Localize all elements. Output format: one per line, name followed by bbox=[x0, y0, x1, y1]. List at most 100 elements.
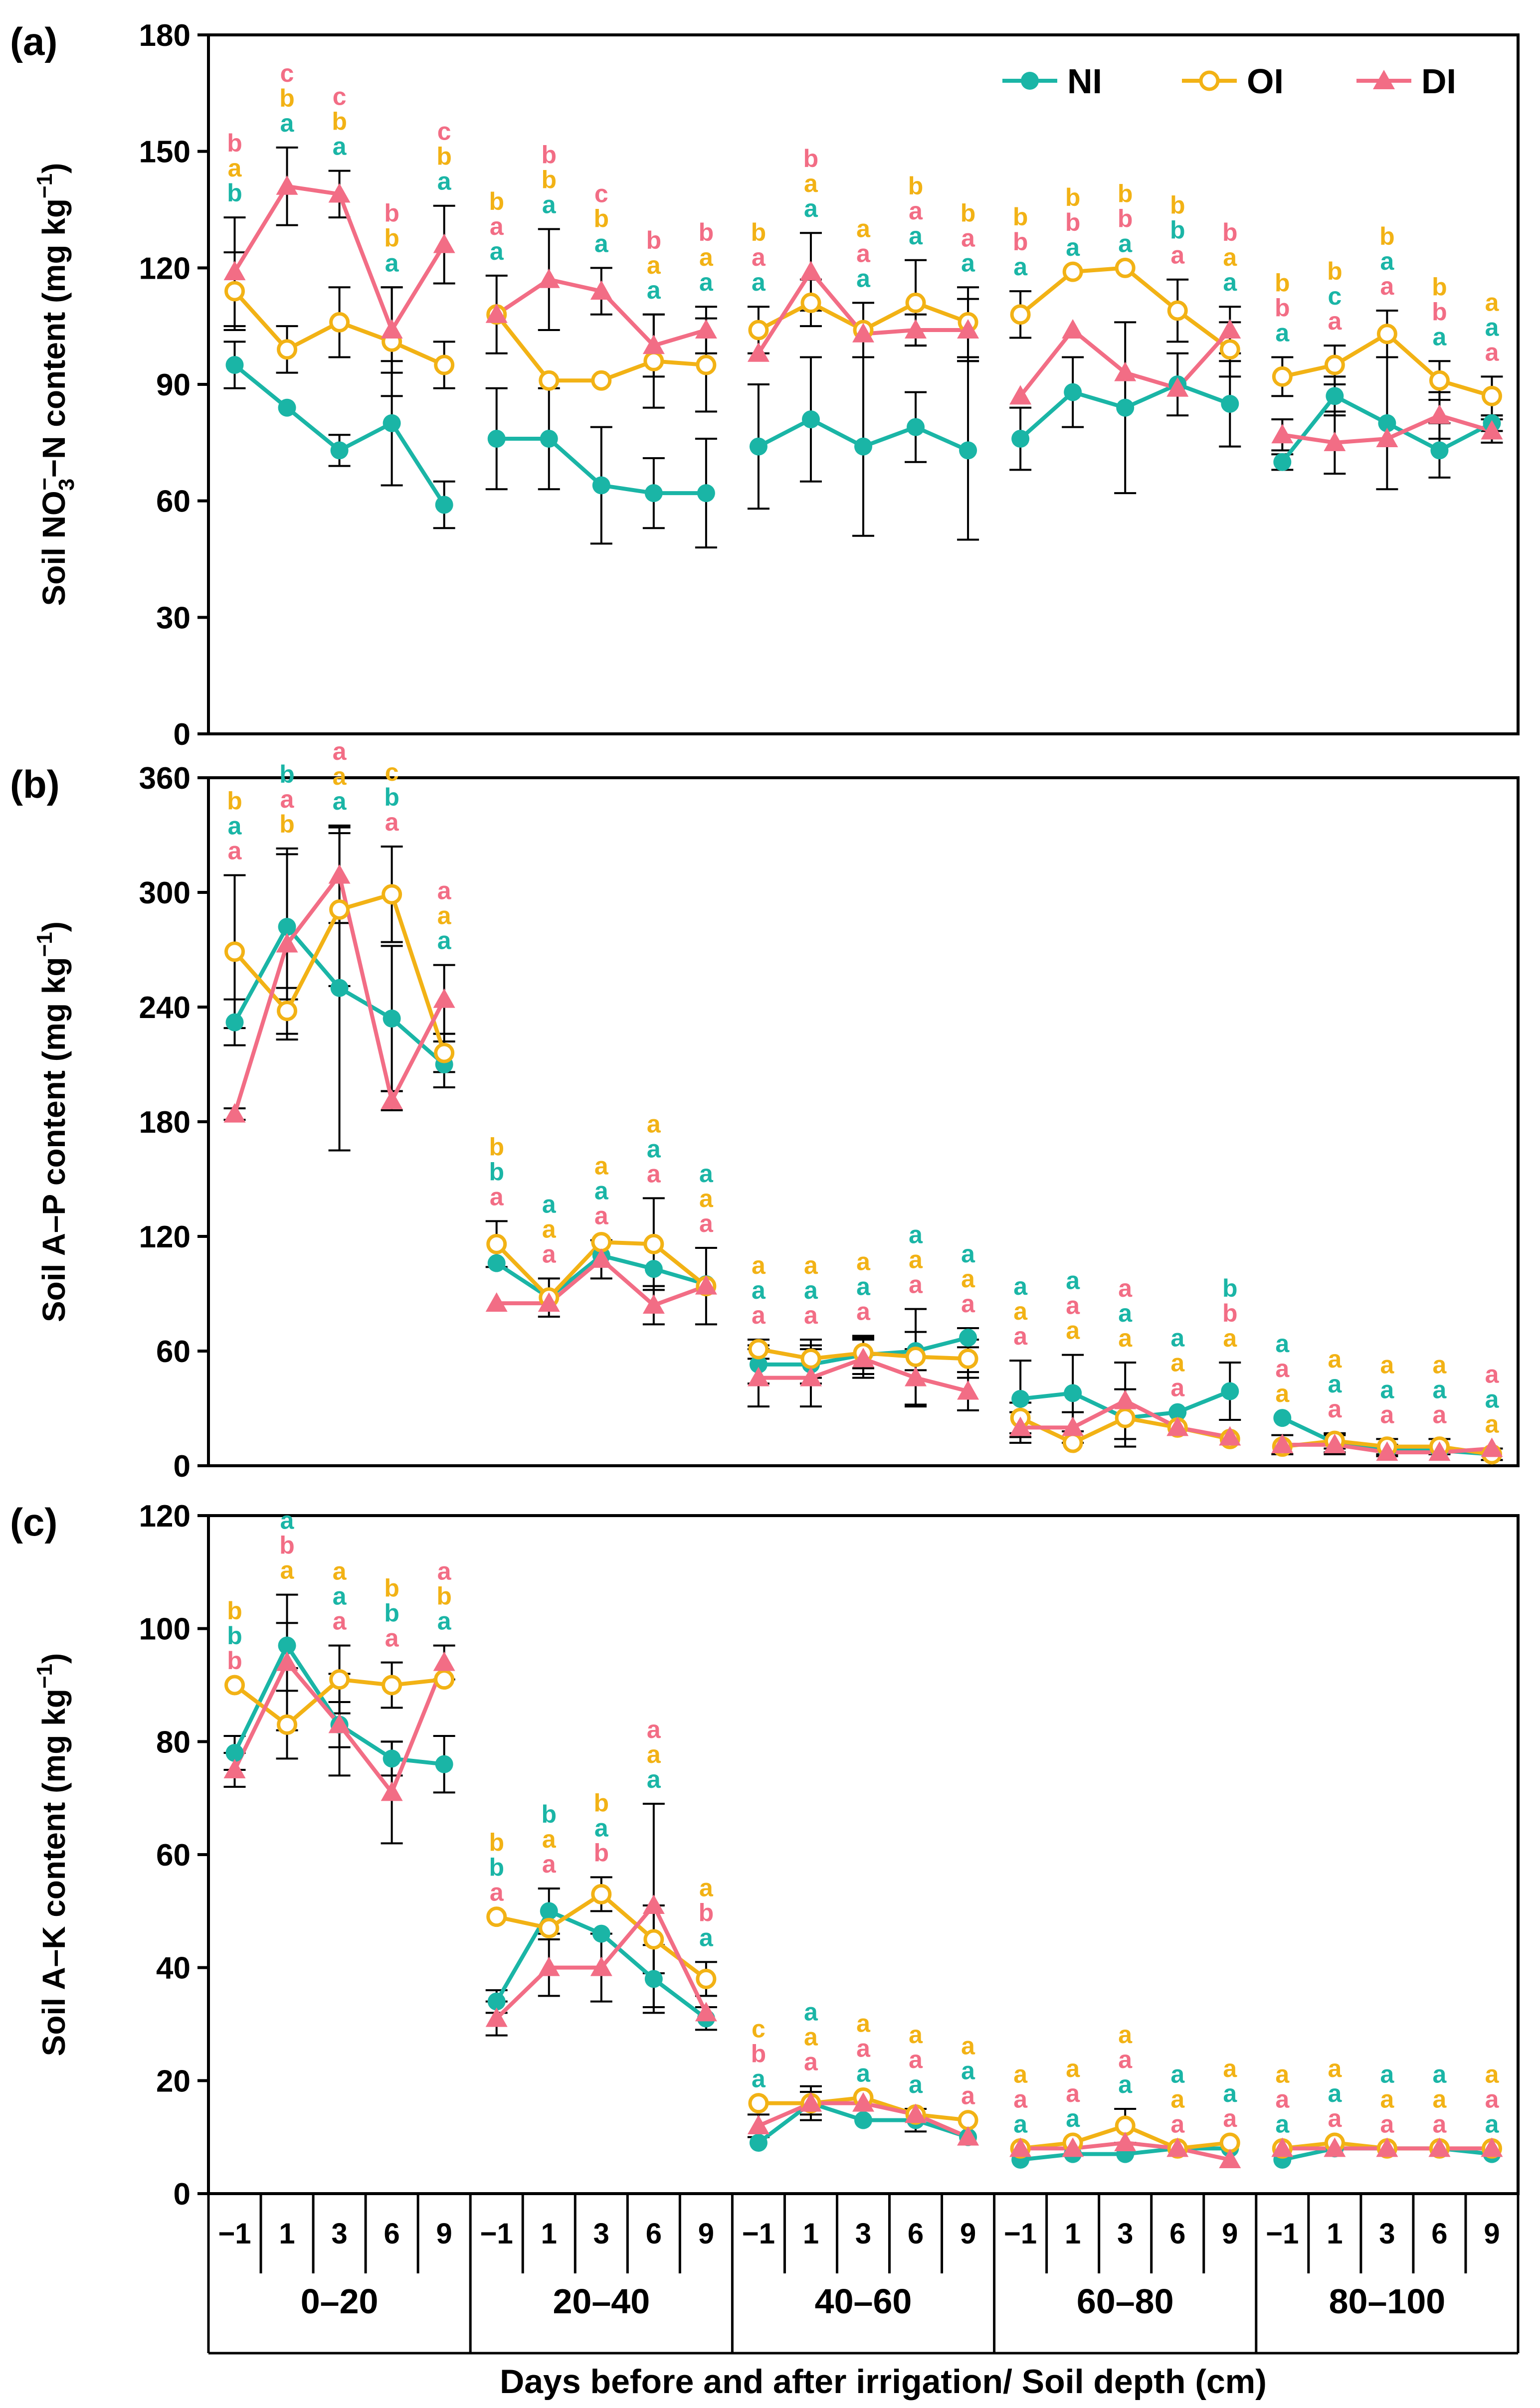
significance-letter: a bbox=[1223, 243, 1237, 271]
significance-letter: a bbox=[804, 194, 818, 222]
significance-letter: a bbox=[752, 268, 766, 296]
significance-letter: a bbox=[1013, 2085, 1028, 2113]
y-axis-label: Soil A–K content (mg kg−1) bbox=[32, 1653, 72, 2057]
point-DI bbox=[1376, 428, 1398, 448]
y-axis-label-part: −1 bbox=[32, 932, 57, 957]
significance-letter: a bbox=[1013, 253, 1028, 281]
point-OI bbox=[643, 350, 664, 371]
point-DI bbox=[957, 1380, 979, 1400]
x-axis: −1 1 3 6 9 −1 1 3 6 9 −1 1 3 6 9 −1 1 3 6 9 −1 1 3 6 9 0–20 20–40 4… bbox=[207, 2194, 1520, 2401]
point-OI bbox=[382, 1675, 402, 1696]
significance-letter: a bbox=[856, 264, 871, 292]
significance-letter: b bbox=[489, 187, 504, 215]
panel-label: (a) bbox=[10, 19, 57, 63]
significance-letter: a bbox=[1328, 1370, 1342, 1398]
point-DI bbox=[381, 1089, 403, 1109]
significance-letter: a bbox=[1170, 1324, 1185, 1352]
point-OI bbox=[1062, 261, 1083, 282]
significance-letter: a bbox=[909, 2070, 923, 2098]
point-NI bbox=[854, 2111, 872, 2129]
point-OI bbox=[329, 899, 350, 920]
significance-letter: a bbox=[647, 1160, 661, 1188]
legend: NI OI DI bbox=[1002, 62, 1456, 101]
point-OI bbox=[905, 292, 926, 313]
point-NI bbox=[1430, 441, 1449, 460]
significance-letter: a bbox=[1223, 1324, 1237, 1352]
y-tick-label: 100 bbox=[139, 1612, 191, 1647]
point-OI bbox=[591, 1232, 612, 1252]
point-OI bbox=[696, 354, 717, 375]
point-DI bbox=[642, 1894, 665, 1914]
significance-letter: a bbox=[1328, 307, 1342, 335]
significance-letter: c bbox=[594, 179, 608, 207]
y-axis-label-part: Soil NO bbox=[36, 491, 72, 606]
significance-letter: a bbox=[1433, 1351, 1447, 1378]
point-NI bbox=[697, 484, 715, 503]
significance-letter: a bbox=[1380, 2110, 1394, 2138]
significance-letter: a bbox=[1118, 1274, 1133, 1302]
significance-letter: a bbox=[333, 737, 347, 765]
point-NI bbox=[1011, 1389, 1030, 1408]
point-OI bbox=[434, 1042, 455, 1063]
significance-letter: b bbox=[699, 1898, 714, 1926]
point-NI bbox=[225, 1013, 244, 1032]
point-NI bbox=[487, 1254, 506, 1272]
legend-label-OI: OI bbox=[1247, 62, 1284, 101]
point-NI bbox=[435, 1755, 453, 1773]
point-DI bbox=[328, 183, 351, 203]
point-NI bbox=[1011, 430, 1030, 448]
point-DI bbox=[1481, 2137, 1503, 2157]
y-tick-label: 120 bbox=[139, 251, 191, 286]
point-OI bbox=[1481, 385, 1502, 406]
significance-letter: b bbox=[332, 108, 347, 136]
significance-letter: a bbox=[1433, 323, 1447, 350]
point-NI bbox=[383, 1749, 401, 1768]
point-OI bbox=[382, 884, 402, 905]
point-DI bbox=[695, 1275, 717, 1295]
x-tick-label-depth: 20–40 bbox=[553, 2282, 650, 2321]
significance-letter: a bbox=[1485, 1410, 1500, 1438]
significance-letter: a bbox=[490, 1183, 504, 1210]
panel-2: 0 60 120 180 240 300 360 (b) Soil A–P content (m… bbox=[10, 737, 1520, 1484]
point-OI bbox=[591, 1884, 612, 1904]
point-NI bbox=[1064, 383, 1082, 401]
significance-letter: b bbox=[227, 1622, 242, 1650]
significance-letter: a bbox=[280, 785, 295, 813]
significance-letter: b bbox=[227, 1597, 242, 1625]
point-DI bbox=[1219, 319, 1241, 339]
significance-letter: a bbox=[1170, 2060, 1185, 2088]
y-axis-label-part: 3 bbox=[54, 479, 79, 491]
significance-letter: a bbox=[909, 222, 923, 250]
y-tick-label: 180 bbox=[139, 18, 191, 53]
significance-letter: a bbox=[594, 1177, 609, 1205]
x-tick-label-depth: 0–20 bbox=[301, 2282, 379, 2321]
point-NI bbox=[278, 1636, 296, 1655]
panel-label: (c) bbox=[10, 1500, 57, 1544]
point-DI bbox=[799, 2092, 822, 2112]
significance-letter: a bbox=[1380, 1351, 1394, 1378]
point-DI bbox=[433, 988, 455, 1008]
significance-letter: a bbox=[1485, 1361, 1500, 1388]
significance-letter: a bbox=[1485, 313, 1500, 341]
y-tick-label: 120 bbox=[139, 1220, 191, 1254]
point-NI bbox=[225, 356, 244, 374]
significance-letter: a bbox=[699, 243, 714, 271]
significance-letter: a bbox=[1223, 2055, 1237, 2082]
point-OI bbox=[1219, 2132, 1240, 2153]
point-OI bbox=[277, 339, 298, 360]
y-tick-label: 120 bbox=[139, 1499, 191, 1534]
significance-letter: a bbox=[1118, 1299, 1133, 1327]
y-tick-label: 90 bbox=[156, 368, 191, 402]
x-tick-label-day: 9 bbox=[698, 2218, 714, 2250]
point-NI bbox=[1116, 398, 1135, 417]
point-DI bbox=[485, 2007, 508, 2027]
point-DI bbox=[799, 261, 822, 281]
significance-letter: a bbox=[1170, 241, 1185, 269]
point-OI bbox=[1010, 304, 1031, 325]
x-tick-label-day: −1 bbox=[218, 2218, 251, 2250]
x-tick-label-depth: 40–60 bbox=[815, 2282, 912, 2321]
point-DI bbox=[852, 2092, 874, 2112]
y-axis-label-part: ) bbox=[36, 163, 72, 173]
significance-letter: c bbox=[1328, 282, 1342, 310]
